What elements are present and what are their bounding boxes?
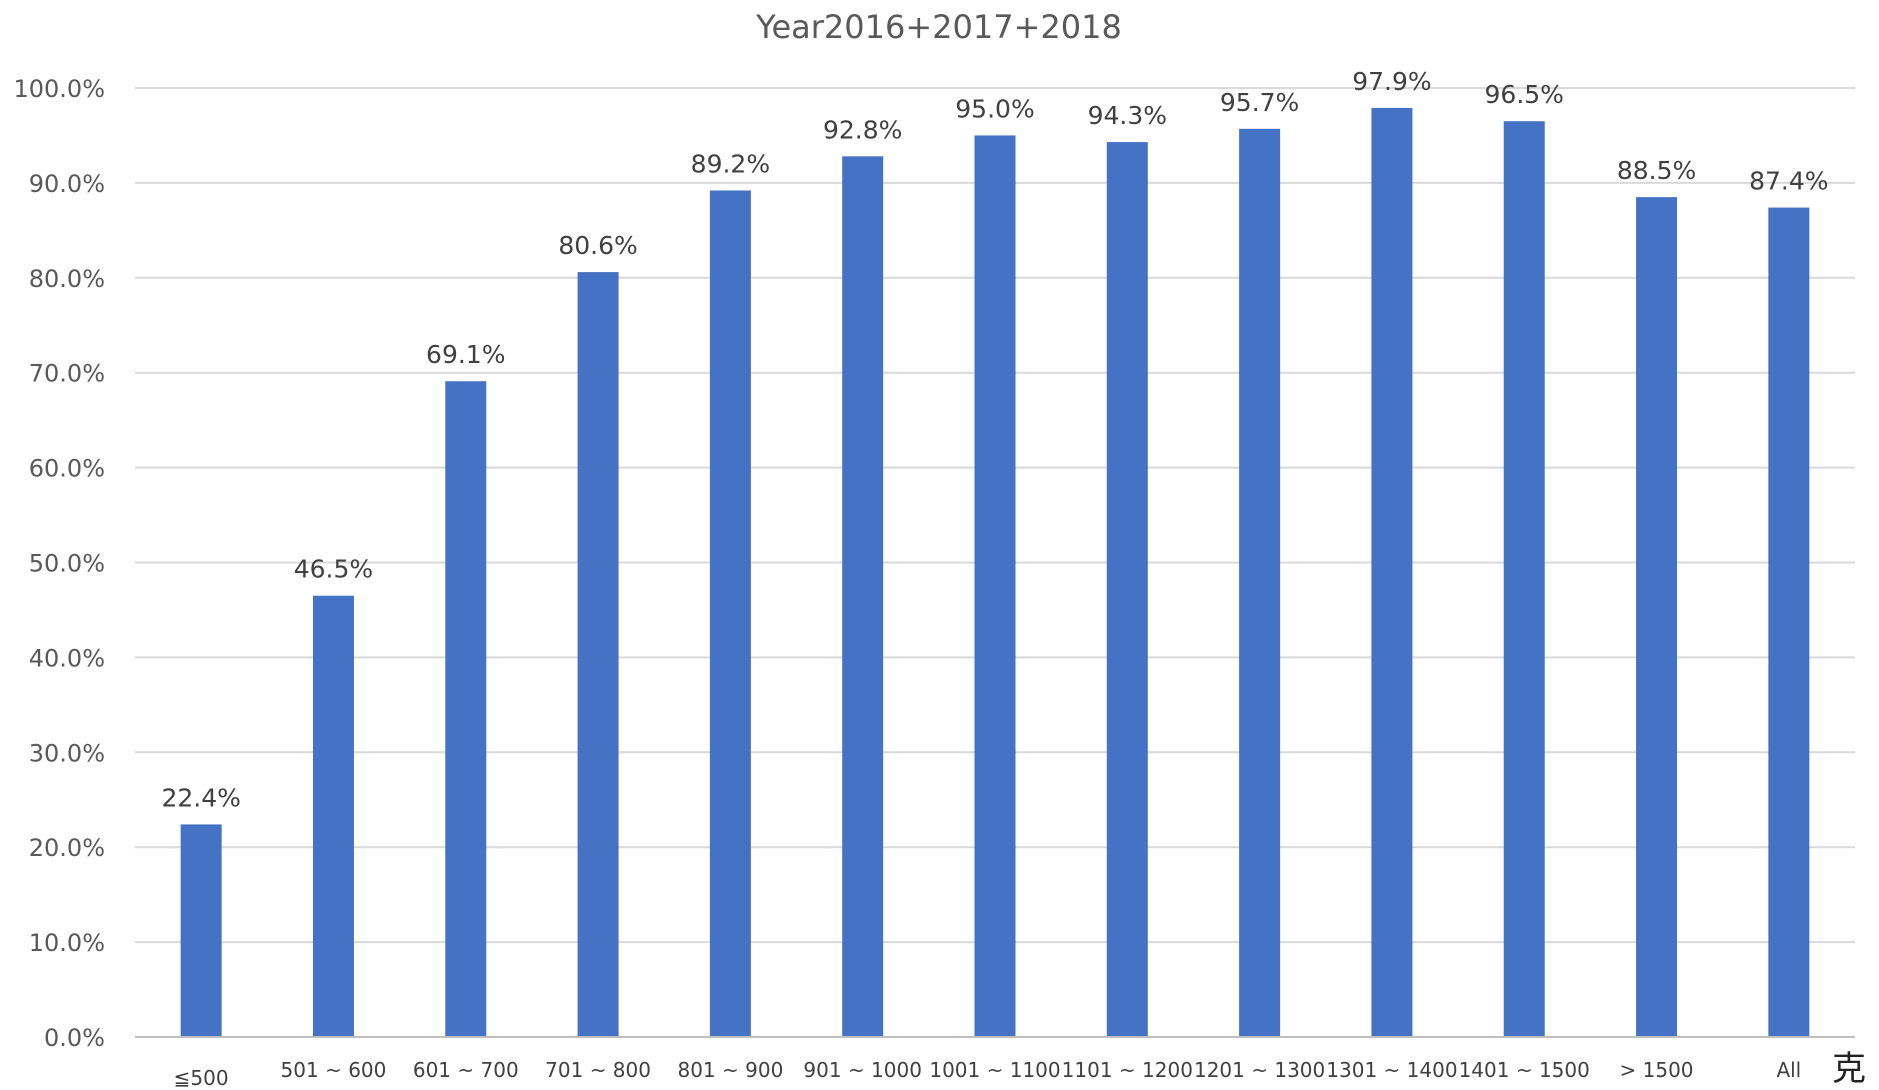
y-tick-label: 70.0% (29, 360, 105, 388)
data-label: 69.1% (426, 340, 505, 369)
data-label: 89.2% (691, 149, 770, 178)
data-label: 88.5% (1617, 156, 1696, 185)
y-tick-label: 10.0% (29, 929, 105, 957)
chart-title: Year2016+2017+2018 (755, 8, 1122, 46)
y-tick-label: 80.0% (29, 265, 105, 293)
y-tick-label: 60.0% (29, 455, 105, 483)
bar (1768, 207, 1810, 1038)
bar (1106, 142, 1148, 1037)
bar (709, 190, 751, 1037)
data-label: 96.5% (1485, 80, 1564, 109)
unit-label: 克 (1832, 1049, 1866, 1089)
data-label: 80.6% (558, 231, 637, 260)
data-label: 22.4% (161, 783, 240, 812)
bar (445, 381, 487, 1038)
y-tick-label: 0.0% (44, 1024, 105, 1052)
x-tick-label: 901 ~ 1000 (803, 1058, 922, 1082)
bar (1636, 197, 1678, 1037)
x-tick-label: 1301 ~ 1400 (1326, 1058, 1457, 1082)
x-tick-label: 1101 ~ 1200 (1062, 1058, 1193, 1082)
x-tick-label: 601 ~ 700 (413, 1058, 519, 1082)
bar (842, 156, 884, 1037)
bar (312, 595, 354, 1037)
y-tick-label: 40.0% (29, 644, 105, 672)
x-tick-label: 1001 ~ 1100 (929, 1058, 1060, 1082)
data-labels: 22.4% 46.5% 69.1% 80.6% 89.2% 92.8% 95.0% 94.3%… (161, 67, 1828, 812)
x-tick-label: ≦500 (174, 1066, 229, 1090)
data-label: 97.9% (1352, 67, 1431, 96)
x-axis-ticks: ≦500 501 ~ 600 601 ~ 700 701 ~ 800 801 ~ 900… (174, 1058, 1802, 1090)
bar (1371, 107, 1413, 1037)
data-label: 95.7% (1220, 88, 1299, 117)
y-tick-label: 50.0% (29, 550, 105, 578)
y-axis-ticks: 0.0% 10.0% 20.0% 30.0% 40.0% 50.0% 60.0% 70.0% 8… (13, 75, 105, 1052)
data-label: 95.0% (955, 94, 1034, 123)
x-tick-label: 1401 ~ 1500 (1459, 1058, 1590, 1082)
y-tick-label: 100.0% (13, 75, 105, 103)
bar (1239, 128, 1281, 1037)
data-label: 46.5% (294, 555, 373, 584)
data-label: 94.3% (1088, 101, 1167, 130)
data-label: 92.8% (823, 115, 902, 144)
bars (180, 107, 1810, 1038)
x-tick-label: 701 ~ 800 (545, 1058, 651, 1082)
y-tick-label: 30.0% (29, 739, 105, 767)
bar (1503, 121, 1545, 1038)
y-tick-label: 90.0% (29, 170, 105, 198)
bar (577, 272, 619, 1038)
bar (974, 135, 1016, 1037)
x-tick-label: All (1776, 1058, 1801, 1082)
data-label: 87.4% (1749, 167, 1828, 196)
x-tick-label: 801 ~ 900 (677, 1058, 783, 1082)
x-tick-label: 501 ~ 600 (281, 1058, 387, 1082)
x-tick-label: > 1500 (1620, 1058, 1694, 1082)
x-tick-label: 1201 ~ 1300 (1194, 1058, 1325, 1082)
y-tick-label: 20.0% (29, 834, 105, 862)
bar (180, 824, 222, 1037)
